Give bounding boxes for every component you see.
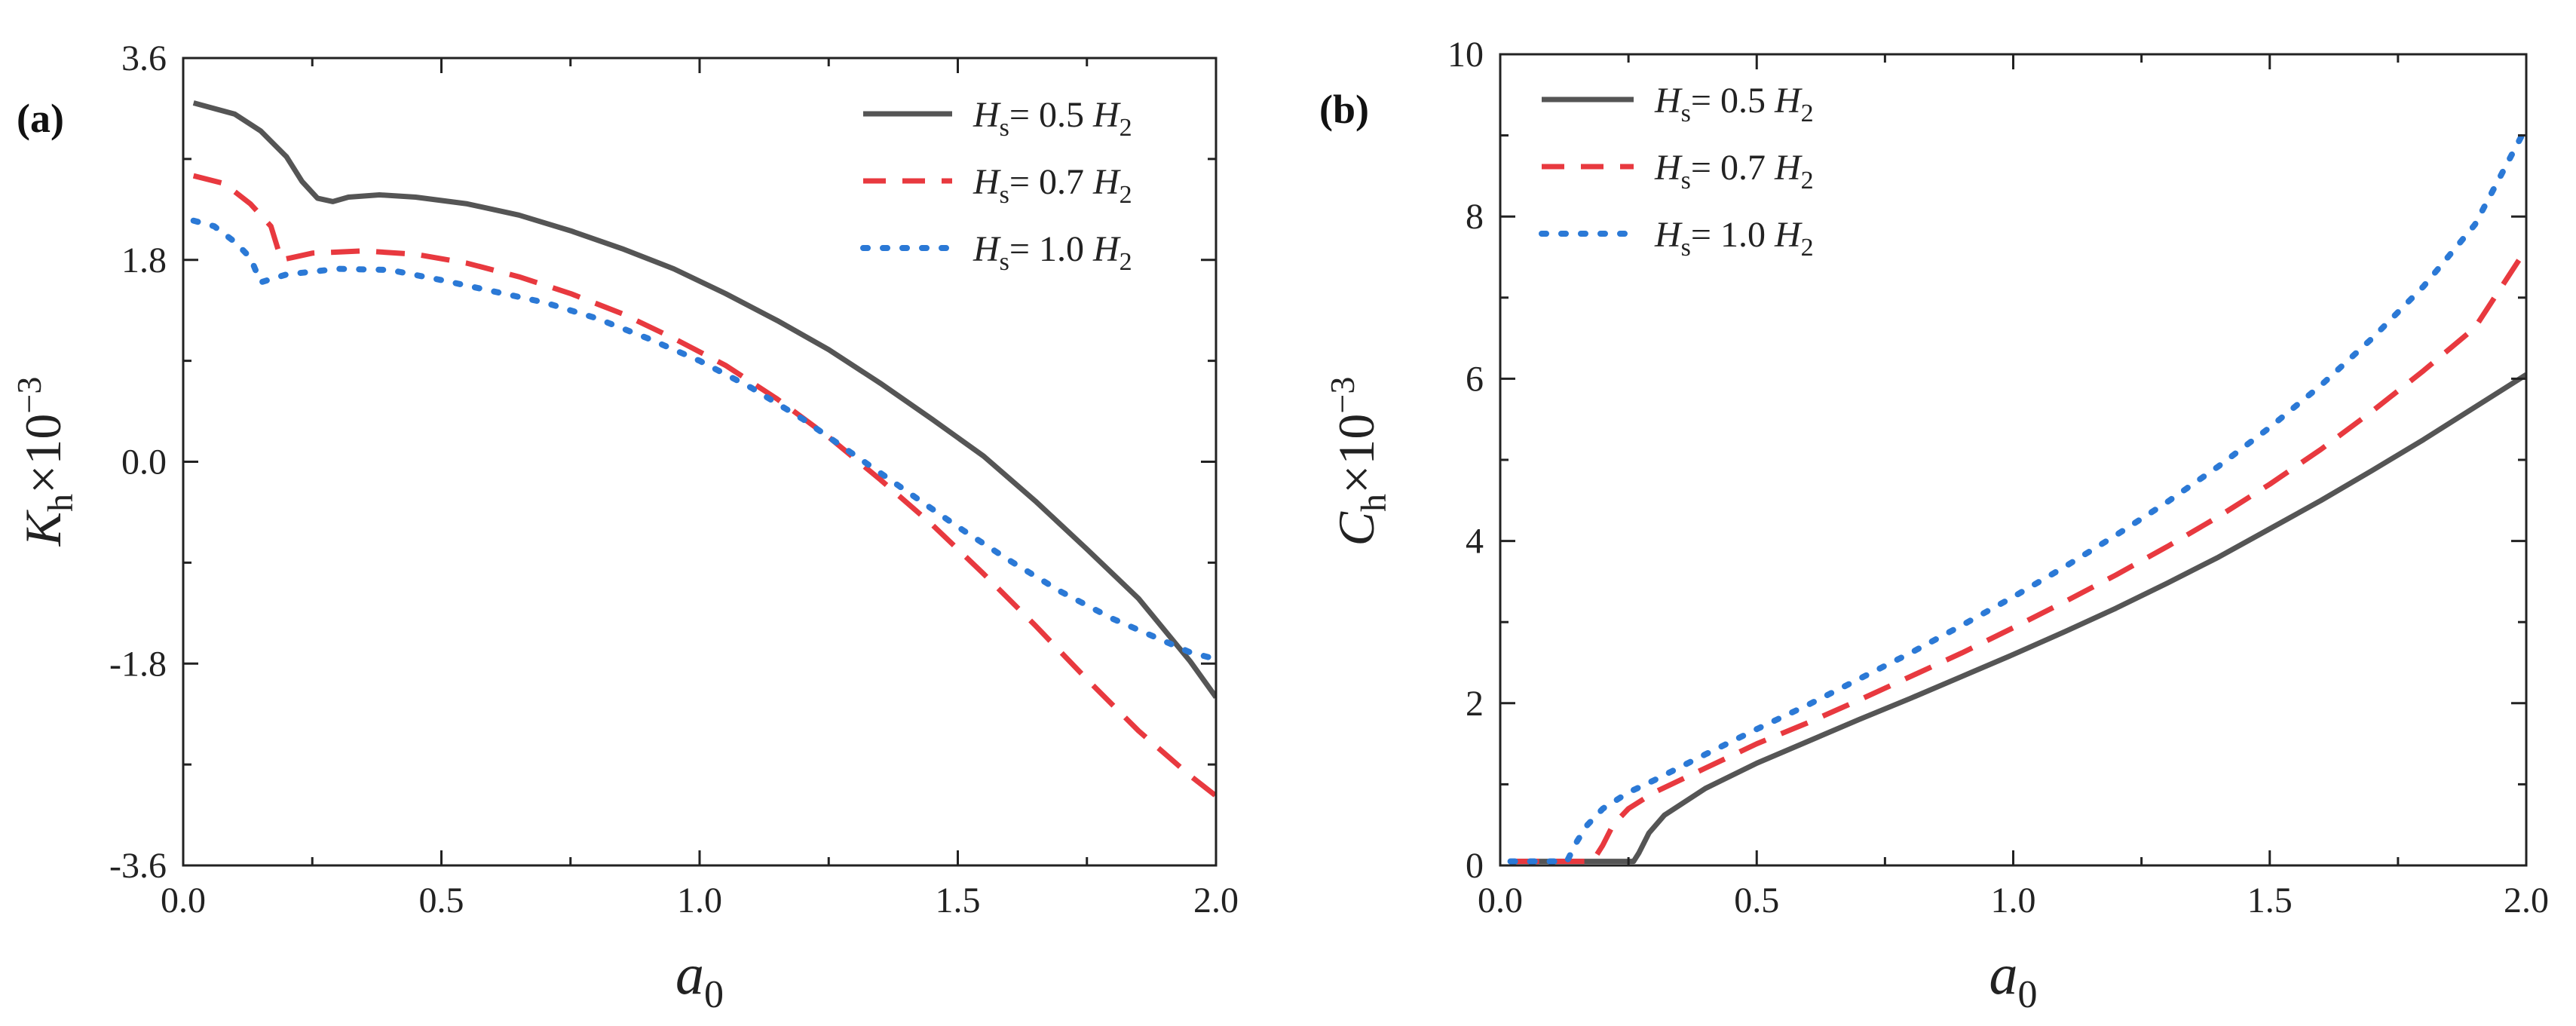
- series-line-1: [1510, 247, 2526, 865]
- y-axis-title-exp: −3: [1323, 377, 1362, 414]
- x-axis-title-sub: 0: [704, 973, 724, 1016]
- legend-label-s: s: [1000, 114, 1009, 142]
- y-tick-label: 6: [1466, 359, 1484, 399]
- x-tick-label: 0.5: [1734, 881, 1779, 920]
- legend-label-h2: H: [1774, 215, 1803, 255]
- series-group: [190, 100, 1216, 798]
- legend-label-h2: H: [1774, 148, 1803, 188]
- series-line-0: [1510, 372, 2526, 865]
- legend-label-2: 2: [1120, 181, 1132, 209]
- legend-label-0: Hs= 0.5 H2: [973, 95, 1132, 142]
- x-tick-label: 1.5: [2247, 881, 2293, 920]
- x-tick-label: 0.0: [161, 881, 206, 920]
- legend-label-value: = 0.7: [1691, 148, 1775, 188]
- legend-label-h: H: [973, 229, 1001, 269]
- x-tick-label: 2.0: [1193, 881, 1239, 920]
- y-tick-label: 8: [1466, 197, 1484, 237]
- legend-label-h: H: [1654, 215, 1683, 255]
- x-axis-title-main: a: [1989, 943, 2018, 1006]
- legend-label-value: = 0.7: [1009, 162, 1093, 202]
- x-axis-title: a0: [675, 943, 724, 1016]
- legend-label-value: = 1.0: [1009, 229, 1093, 269]
- series-line-2: [190, 217, 1216, 663]
- legend-label-s: s: [1000, 181, 1009, 209]
- y-tick-label: 3.6: [121, 38, 167, 78]
- legend-label-s: s: [1681, 234, 1691, 262]
- y-tick-label: 0: [1466, 846, 1484, 886]
- y-tick-label: 4: [1466, 522, 1484, 562]
- y-tick-label: 2: [1466, 684, 1484, 724]
- x-tick-label: 1.0: [1991, 881, 2036, 920]
- x-axis-title-sub: 0: [2018, 973, 2038, 1016]
- legend-label-value: = 0.5: [1691, 81, 1775, 121]
- legend-label-value: = 1.0: [1691, 215, 1775, 255]
- y-axis-title-exp: −3: [10, 377, 48, 414]
- x-tick-label: 1.5: [936, 881, 981, 920]
- x-axis-title-main: a: [675, 943, 704, 1006]
- y-tick-label: -3.6: [109, 846, 167, 886]
- legend-label-h: H: [973, 162, 1001, 202]
- legend-label-0: Hs= 0.5 H2: [1654, 81, 1814, 127]
- legend-label-2: Hs= 1.0 H2: [1654, 215, 1814, 262]
- y-axis-title-sub: h: [1354, 494, 1394, 512]
- panel-label: (b): [1319, 87, 1369, 132]
- y-tick-label: 0.0: [121, 443, 167, 482]
- legend-label-2: Hs= 1.0 H2: [973, 229, 1132, 276]
- legend-label-h: H: [1654, 81, 1683, 121]
- legend-label-value: = 0.5: [1009, 95, 1093, 135]
- y-tick-label: 10: [1447, 35, 1484, 75]
- legend-label-1: Hs= 0.7 H2: [973, 162, 1132, 209]
- y-axis-title-suffix: ×10: [14, 414, 72, 494]
- legend-label-h2: H: [1774, 81, 1803, 121]
- panel-label: (a): [17, 96, 64, 141]
- legend-label-h: H: [1654, 148, 1683, 188]
- y-axis-title: Ch×10−3: [1323, 377, 1394, 547]
- series-line-1: [192, 173, 1216, 798]
- legend-label-2: 2: [1801, 167, 1814, 194]
- y-axis-title-sub: h: [41, 494, 81, 512]
- x-tick-label: 0.0: [1478, 881, 1523, 920]
- x-axis-title: a0: [1989, 943, 2038, 1016]
- y-axis-title-main: K: [14, 509, 72, 547]
- series-line-0: [192, 100, 1216, 699]
- y-tick-label: -1.8: [109, 644, 167, 684]
- y-tick-label: 1.8: [121, 240, 167, 280]
- x-tick-label: 1.0: [677, 881, 722, 920]
- y-axis-title-main: C: [1328, 511, 1385, 546]
- series-group: [1507, 124, 2526, 865]
- legend-label-s: s: [1681, 100, 1691, 127]
- y-axis-title-suffix: ×10: [1328, 414, 1385, 494]
- chart-panel-a: 0.0 0.5 1.0 1.5 2.0 -3.6 -1.8 0.0 1.8 3.6 a0 Kh×10−…: [10, 38, 1239, 1016]
- legend-label-h2: H: [1092, 229, 1121, 269]
- y-axis-title: Kh×10−3: [10, 377, 81, 547]
- x-tick-label: 0.5: [419, 881, 464, 920]
- legend-label-h2: H: [1092, 162, 1121, 202]
- legend-label-s: s: [1000, 248, 1009, 276]
- legend-label-1: Hs= 0.7 H2: [1654, 148, 1814, 194]
- legend-label-2: 2: [1120, 248, 1132, 276]
- legend-label-h: H: [973, 95, 1001, 135]
- x-tick-label: 2.0: [2504, 881, 2549, 920]
- legend-label-h2: H: [1092, 95, 1121, 135]
- legend-label-2: 2: [1120, 114, 1132, 142]
- legend-label-2: 2: [1801, 234, 1814, 262]
- series-line-2: [1507, 124, 2526, 865]
- legend-label-s: s: [1681, 167, 1691, 194]
- legend-label-2: 2: [1801, 100, 1814, 127]
